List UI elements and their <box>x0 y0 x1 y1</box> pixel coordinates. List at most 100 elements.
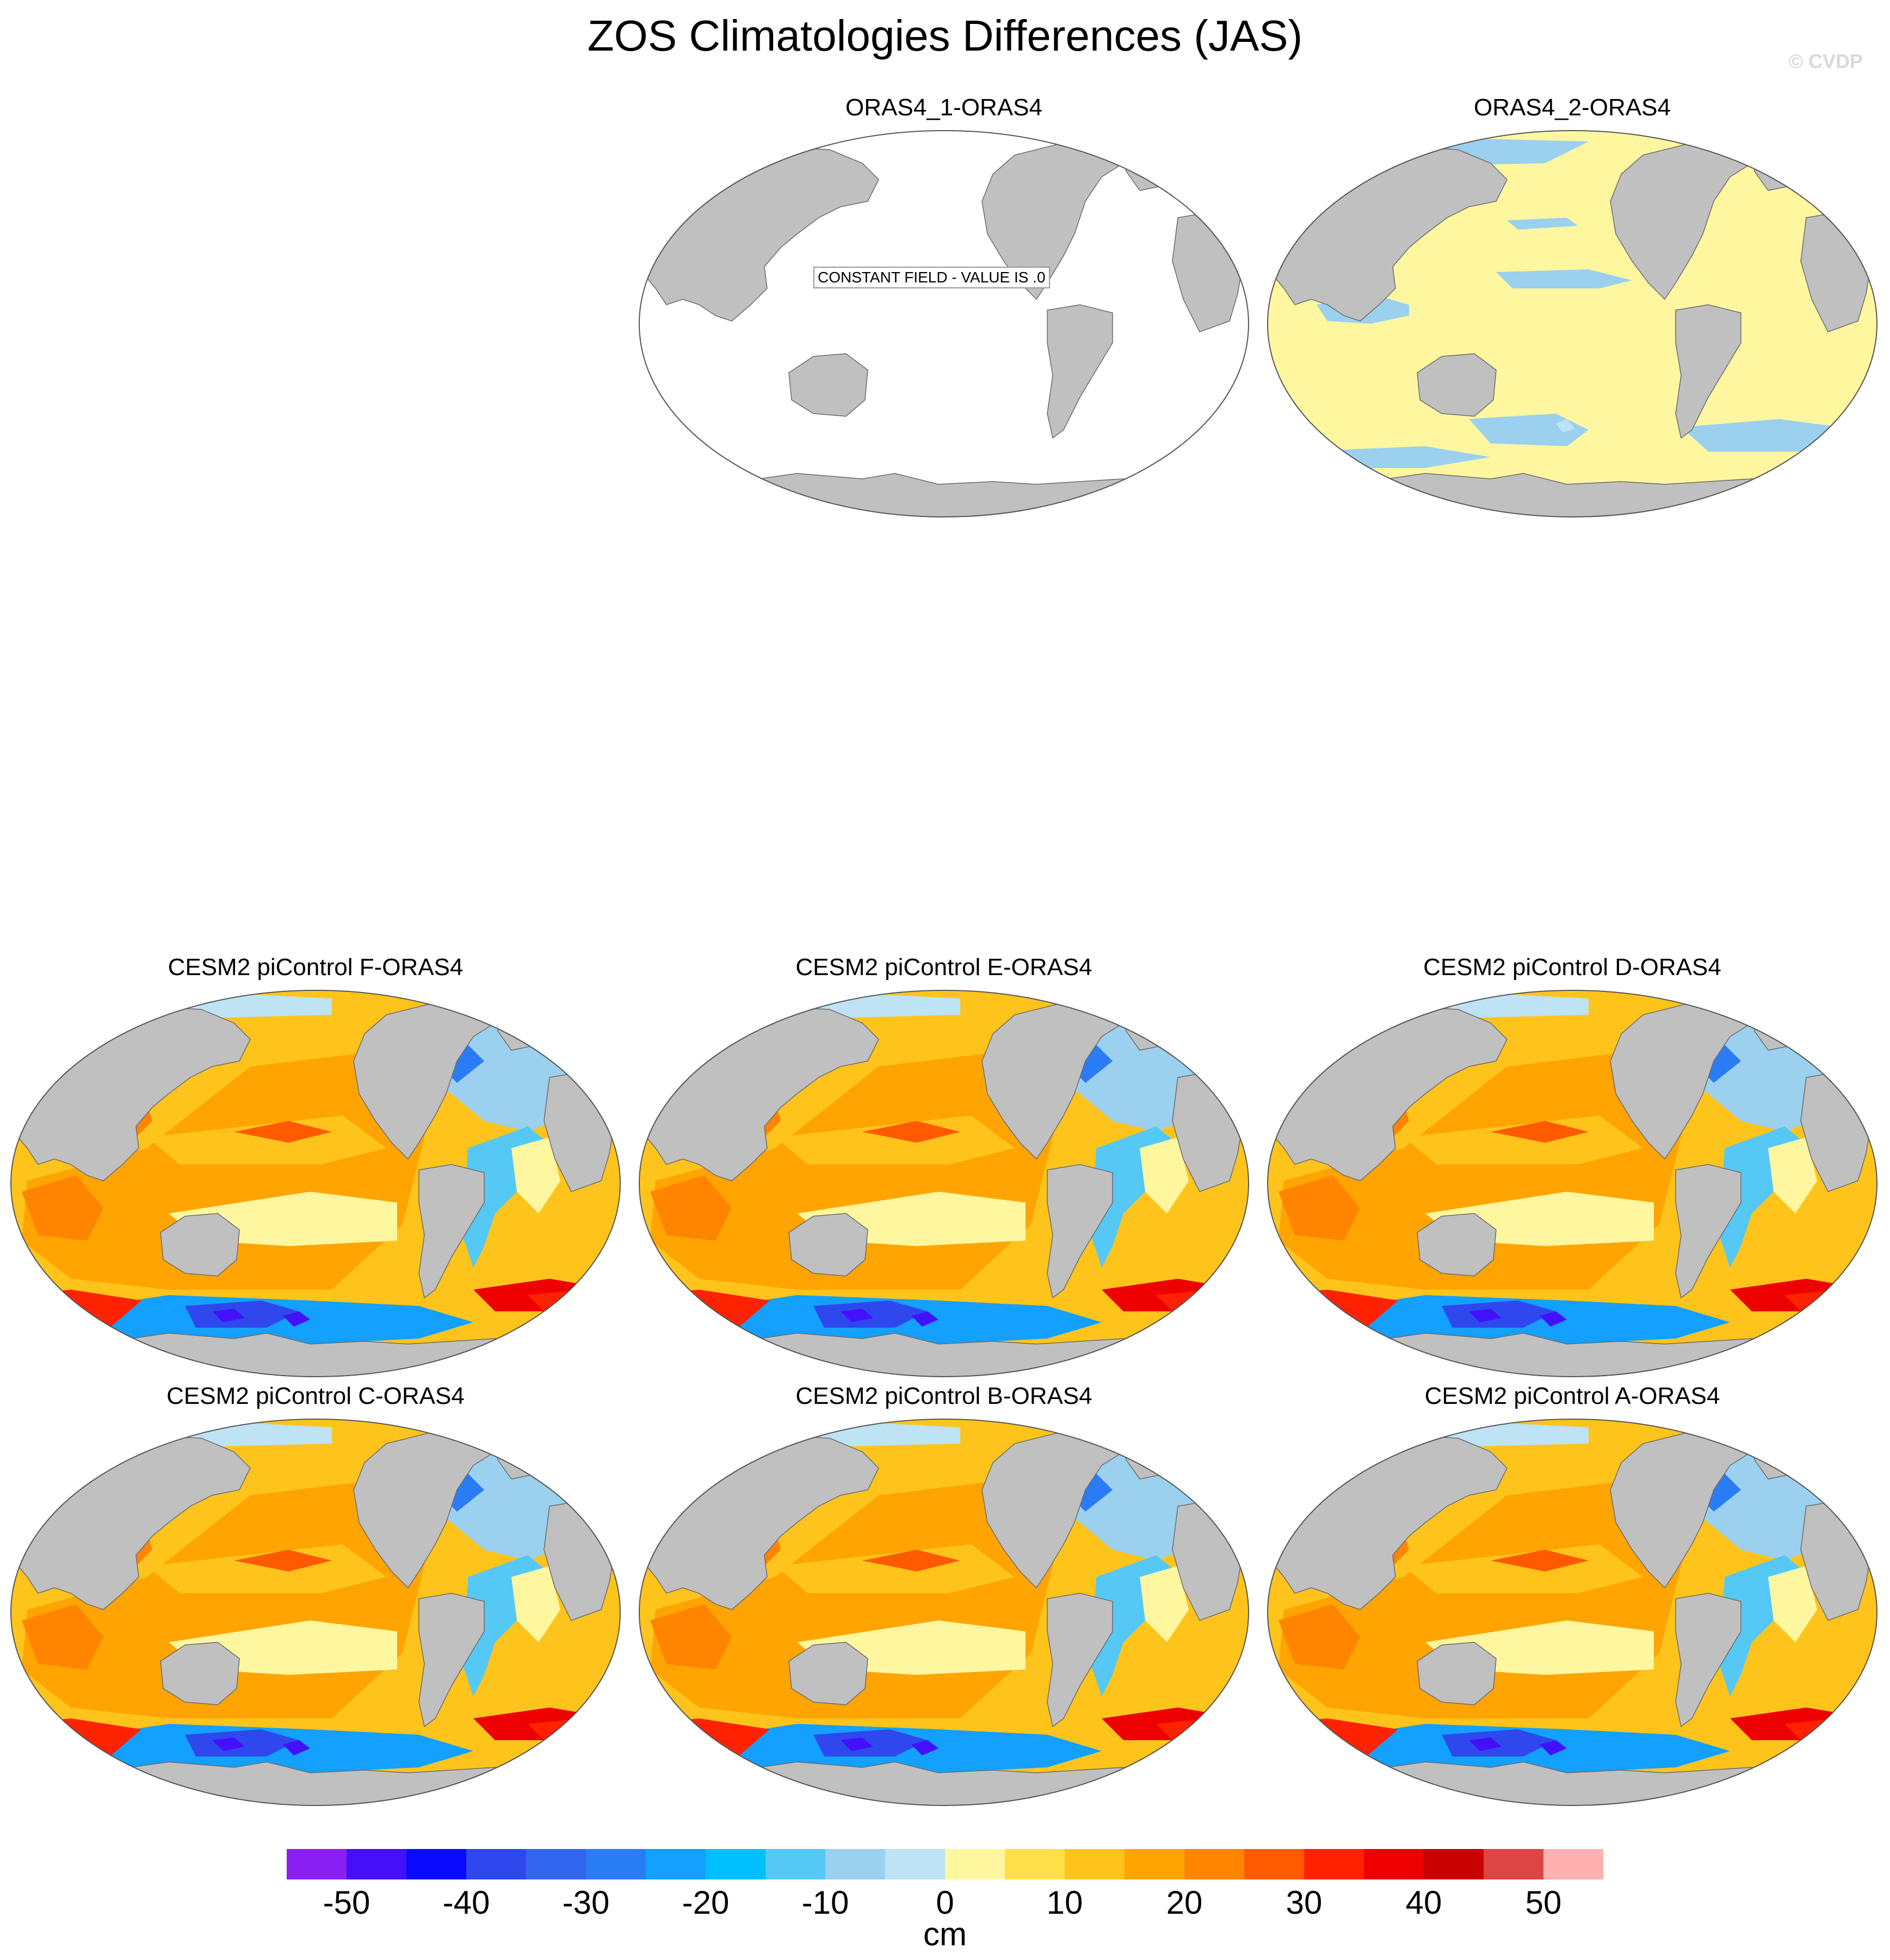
anomaly-region <box>1540 1311 1567 1327</box>
colorbar-swatch <box>1005 1849 1065 1879</box>
colorbar-swatch <box>1304 1849 1364 1879</box>
anomaly-region <box>813 1300 928 1328</box>
anomaly-region <box>1404 1115 1643 1164</box>
map-content <box>639 990 1249 1377</box>
map-plot <box>10 990 621 1377</box>
colorbar <box>287 1849 1603 1879</box>
map-border <box>10 990 621 1377</box>
colorbar-swatch <box>1364 1849 1424 1879</box>
anomaly-region <box>911 1740 938 1755</box>
anomaly-region <box>1507 218 1578 230</box>
land-samerica <box>1047 1164 1113 1299</box>
anomaly-region <box>185 1300 299 1328</box>
map-border <box>1267 130 1877 517</box>
panel-title: CESM2 piControl C-ORAS4 <box>166 1383 465 1409</box>
anomaly-region <box>650 1175 732 1241</box>
map-border <box>639 990 1249 1377</box>
anomaly-region <box>212 1309 245 1322</box>
land-australia <box>160 1642 240 1705</box>
land-samerica <box>1675 304 1741 439</box>
land-australia <box>1417 353 1497 417</box>
anomaly-region <box>1469 1309 1502 1322</box>
map-border <box>1267 1419 1877 1806</box>
anomaly-region <box>1491 1550 1589 1571</box>
colorbar-swatch <box>945 1849 1005 1879</box>
colorbar-swatch <box>825 1849 886 1879</box>
map-panel-cesm2-d: CESM2 piControl D-ORAS4 <box>1262 952 1882 1382</box>
land-samerica <box>1675 1164 1741 1299</box>
map-content <box>639 1419 1249 1805</box>
panel-title: CESM2 piControl F-ORAS4 <box>168 954 464 981</box>
map-plot <box>1267 130 1877 517</box>
colorbar-tick-label: 30 <box>1286 1884 1323 1921</box>
colorbar-swatch <box>706 1849 766 1879</box>
map-border <box>639 130 1249 517</box>
anomaly-region <box>1491 1121 1589 1143</box>
colorbar-swatch <box>1125 1849 1185 1879</box>
land-australia <box>788 1213 868 1277</box>
anomaly-region <box>1442 1300 1556 1328</box>
anomaly-region <box>283 1311 310 1327</box>
colorbar-swatch <box>646 1849 706 1879</box>
anomaly-region <box>775 1544 1015 1593</box>
anomaly-region <box>862 1121 960 1143</box>
colorbar-swatch <box>586 1849 646 1879</box>
colorbar-tick-label: -30 <box>562 1884 610 1921</box>
map-panel-oras4-2: ORAS4_2-ORAS4 <box>1262 93 1882 522</box>
map-panel-cesm2-c: CESM2 piControl C-ORAS4 <box>5 1381 626 1811</box>
colorbar-swatch <box>1065 1849 1125 1879</box>
anomaly-region <box>688 1001 775 1023</box>
colorbar-swatch <box>1424 1849 1484 1879</box>
anomaly-region <box>511 1137 560 1213</box>
colorbar-swatch <box>347 1849 407 1879</box>
anomaly-region <box>147 1544 386 1593</box>
map-content <box>11 990 620 1377</box>
land-australia <box>788 353 868 417</box>
anomaly-region <box>1768 1566 1817 1642</box>
anomaly-region <box>1278 1175 1360 1241</box>
colorbar-unit-label: cm <box>923 1916 967 1952</box>
anomaly-region <box>1496 269 1632 288</box>
anomaly-region <box>185 1729 299 1756</box>
map-content <box>639 131 1249 517</box>
land-australia <box>160 1213 240 1277</box>
colorbar-swatch <box>885 1849 946 1879</box>
anomaly-region <box>1556 419 1575 433</box>
anomaly-region <box>1140 1137 1189 1213</box>
map-panel-cesm2-f: CESM2 piControl F-ORAS4 <box>5 952 626 1382</box>
map-content <box>1268 1419 1877 1805</box>
map-plot <box>639 1419 1249 1806</box>
anomaly-region <box>212 1737 245 1751</box>
anomaly-region <box>841 1737 873 1751</box>
anomaly-region <box>22 1175 103 1241</box>
anomaly-region <box>22 1604 103 1669</box>
anomaly-region <box>1317 1001 1404 1023</box>
land-samerica <box>418 1164 485 1299</box>
anomaly-region <box>862 1550 960 1571</box>
colorbar-tick-label: 0 <box>936 1884 954 1921</box>
map-plot <box>10 1419 621 1806</box>
colorbar-swatch <box>1184 1849 1245 1879</box>
anomaly-region <box>841 1309 873 1322</box>
colorbar-swatch <box>1244 1849 1305 1879</box>
colorbar-tick-label: 40 <box>1405 1884 1442 1921</box>
anomaly-region <box>775 1115 1015 1164</box>
anomaly-region <box>1140 1566 1189 1642</box>
anomaly-region <box>147 1115 386 1164</box>
map-panel-cesm2-b: CESM2 piControl B-ORAS4 <box>634 1381 1254 1811</box>
land-australia <box>788 1642 868 1705</box>
map-border <box>1267 990 1877 1377</box>
anomaly-region <box>234 1550 332 1571</box>
colorbar-swatch <box>466 1849 527 1879</box>
map-plot <box>639 990 1249 1377</box>
land-australia <box>1417 1642 1497 1705</box>
anomaly-region <box>1442 1729 1556 1756</box>
map-content <box>1268 131 1877 517</box>
map-content <box>1268 990 1877 1377</box>
ocean-field <box>1268 131 1877 517</box>
land-samerica <box>418 1593 485 1728</box>
panel-title: CESM2 piControl A-ORAS4 <box>1424 1383 1720 1409</box>
anomaly-region <box>1278 1604 1360 1669</box>
map-plot <box>1267 1419 1877 1806</box>
anomaly-region <box>688 1430 775 1452</box>
